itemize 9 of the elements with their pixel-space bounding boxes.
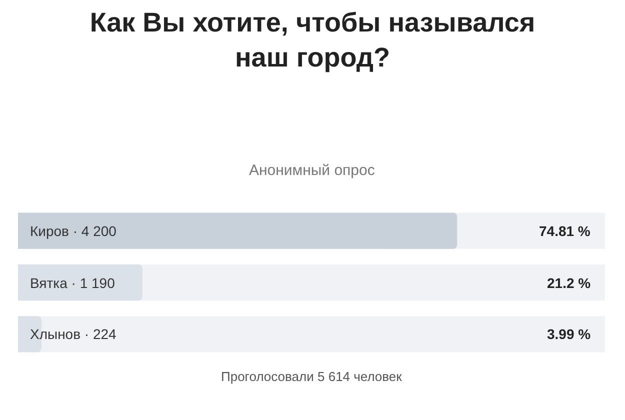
y-tick-label: Киров · 4 200 [30, 223, 117, 239]
text: Проголосовали 5 614 человек [221, 369, 402, 384]
data-label: 21.2 % [547, 275, 592, 291]
data-label: 74.81 % [539, 223, 591, 239]
y-tick-label: Вятка · 1 190 [30, 275, 116, 291]
chart-subtitle: Анонимный опрос [249, 162, 376, 179]
y-tick-label: Хлынов · 224 [30, 326, 117, 342]
data-label: 3.99 % [547, 326, 592, 342]
chart-title: Как Вы хотите, чтобы назывался наш город? [90, 8, 536, 73]
